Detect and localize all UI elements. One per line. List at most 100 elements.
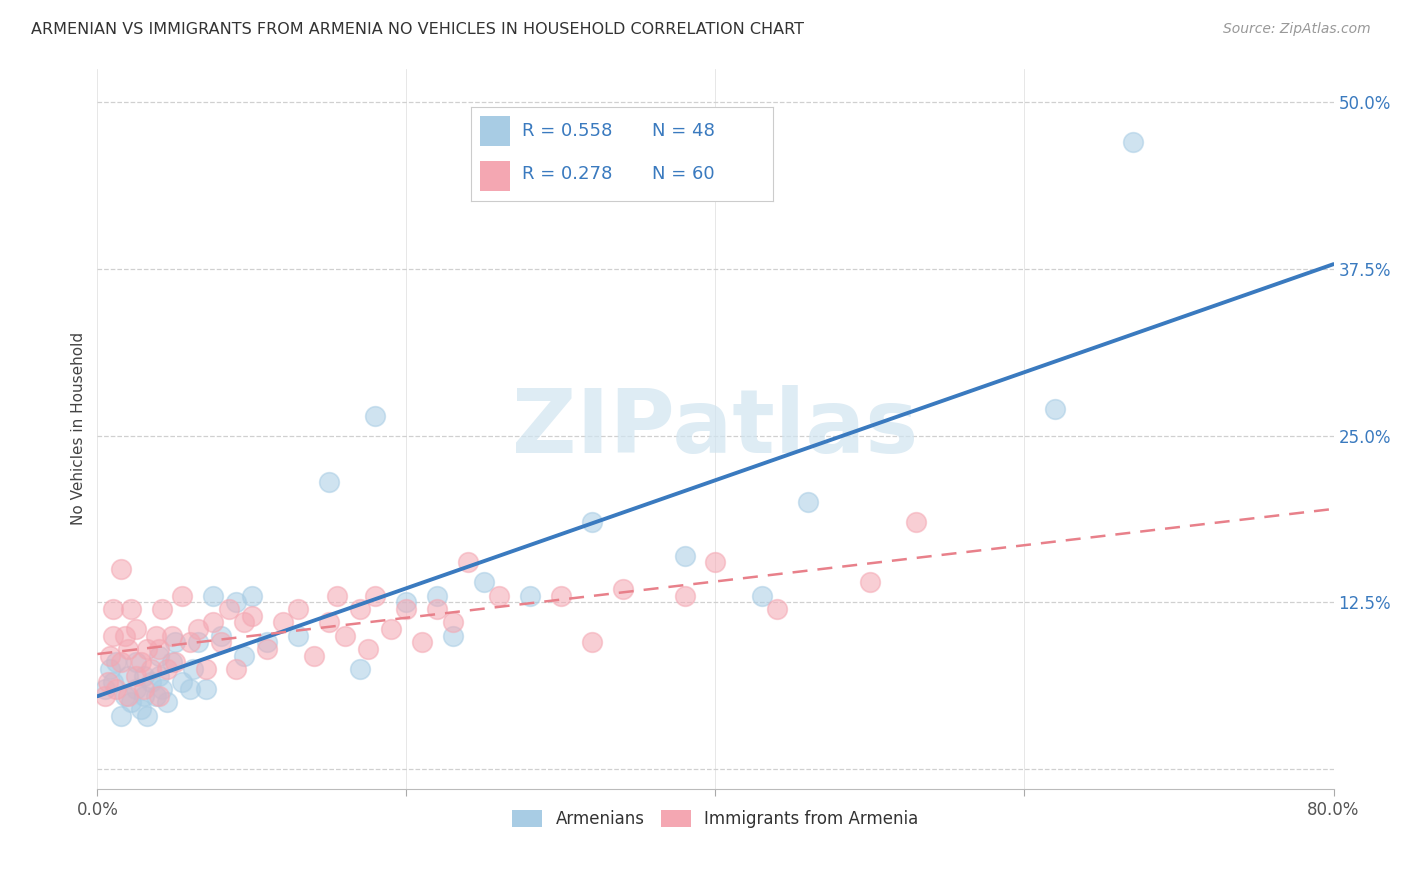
Point <box>704 555 727 569</box>
Point <box>225 662 247 676</box>
Point <box>797 495 820 509</box>
Point <box>1122 135 1144 149</box>
Point <box>160 656 183 670</box>
Point <box>117 642 139 657</box>
Point <box>125 682 148 697</box>
Point <box>163 656 186 670</box>
Point <box>673 549 696 563</box>
Point <box>380 622 402 636</box>
Point <box>581 635 603 649</box>
Point <box>859 575 882 590</box>
Point <box>395 595 418 609</box>
Point <box>172 589 194 603</box>
Point <box>240 589 263 603</box>
Point <box>202 615 225 630</box>
Point <box>98 662 121 676</box>
Point <box>287 629 309 643</box>
Point <box>135 642 157 657</box>
Point <box>94 689 117 703</box>
Point <box>364 589 387 603</box>
Point <box>148 648 170 663</box>
Point <box>318 475 340 490</box>
FancyBboxPatch shape <box>479 161 510 191</box>
Point <box>233 615 256 630</box>
Point <box>104 682 127 697</box>
Point <box>612 582 634 596</box>
Text: Source: ZipAtlas.com: Source: ZipAtlas.com <box>1223 22 1371 37</box>
Point <box>357 642 380 657</box>
Point <box>132 689 155 703</box>
Point <box>150 682 173 697</box>
Point <box>120 696 142 710</box>
Point <box>905 516 928 530</box>
Text: N = 48: N = 48 <box>652 122 716 140</box>
Point <box>132 682 155 697</box>
Point <box>117 669 139 683</box>
Point <box>187 622 209 636</box>
Point <box>125 656 148 670</box>
Point <box>160 629 183 643</box>
Point <box>218 602 240 616</box>
Point <box>179 635 201 649</box>
Text: N = 60: N = 60 <box>652 166 716 184</box>
Point <box>135 708 157 723</box>
Point <box>240 608 263 623</box>
Point <box>233 648 256 663</box>
Point <box>751 589 773 603</box>
Point <box>426 589 449 603</box>
Point <box>581 516 603 530</box>
Text: ZIPatlas: ZIPatlas <box>512 385 918 473</box>
Point <box>318 615 340 630</box>
Point <box>125 669 148 683</box>
Point <box>256 635 278 649</box>
Point <box>1045 401 1067 416</box>
Point <box>256 642 278 657</box>
Point <box>97 675 120 690</box>
Point <box>163 635 186 649</box>
Point <box>125 622 148 636</box>
Point <box>101 675 124 690</box>
Point <box>441 629 464 643</box>
Point <box>132 669 155 683</box>
Point <box>426 602 449 616</box>
Point <box>101 602 124 616</box>
Point <box>364 409 387 423</box>
Point <box>302 648 325 663</box>
Point <box>457 555 479 569</box>
Point <box>271 615 294 630</box>
Point <box>550 589 572 603</box>
FancyBboxPatch shape <box>479 116 510 146</box>
Point <box>114 629 136 643</box>
Point <box>194 662 217 676</box>
Point <box>472 575 495 590</box>
Text: R = 0.278: R = 0.278 <box>523 166 613 184</box>
Point <box>141 675 163 690</box>
Point <box>101 629 124 643</box>
Point <box>156 662 179 676</box>
Point <box>179 682 201 697</box>
Point <box>395 602 418 616</box>
Point <box>120 602 142 616</box>
Point <box>104 656 127 670</box>
Point <box>349 662 371 676</box>
Point <box>766 602 789 616</box>
Point <box>129 702 152 716</box>
Point <box>110 708 132 723</box>
Text: ARMENIAN VS IMMIGRANTS FROM ARMENIA NO VEHICLES IN HOUSEHOLD CORRELATION CHART: ARMENIAN VS IMMIGRANTS FROM ARMENIA NO V… <box>31 22 804 37</box>
Point <box>117 689 139 703</box>
Point <box>441 615 464 630</box>
Point <box>181 662 204 676</box>
Point <box>349 602 371 616</box>
Point <box>194 682 217 697</box>
Point <box>287 602 309 616</box>
Point <box>129 656 152 670</box>
Point <box>333 629 356 643</box>
Point <box>150 602 173 616</box>
Y-axis label: No Vehicles in Household: No Vehicles in Household <box>72 333 86 525</box>
Point <box>187 635 209 649</box>
Point <box>94 682 117 697</box>
Point <box>110 656 132 670</box>
Point <box>209 635 232 649</box>
Text: R = 0.558: R = 0.558 <box>523 122 613 140</box>
Point <box>673 589 696 603</box>
